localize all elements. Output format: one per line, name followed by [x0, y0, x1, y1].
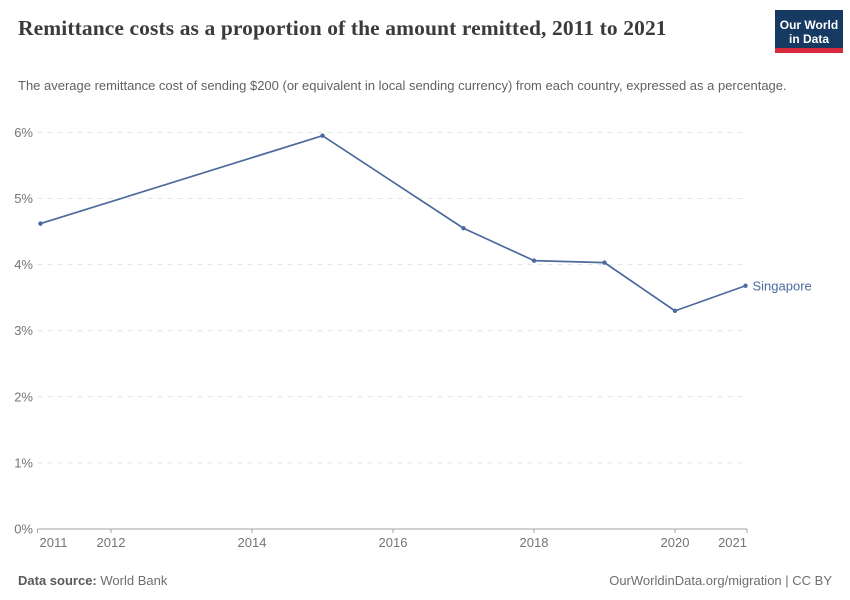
x-axis-tick-label: 2014: [238, 535, 267, 550]
x-axis-tick-label: 2021: [718, 535, 747, 550]
data-source-label: Data source:: [18, 573, 97, 588]
data-line-singapore: [39, 134, 747, 312]
y-axis-tick-label: 1%: [14, 455, 33, 470]
x-axis-tick-label: 2018: [520, 535, 549, 550]
data-point: [320, 133, 325, 138]
data-point: [461, 226, 466, 231]
data-point: [531, 258, 537, 263]
data-point: [743, 283, 748, 288]
credit-line: OurWorldinData.org/migration | CC BY: [609, 573, 832, 588]
y-axis-tick-label: 0%: [14, 522, 33, 537]
owid-logo-line2: in Data: [788, 31, 829, 46]
data-point: [602, 260, 607, 265]
y-axis-tick-label: 2%: [14, 389, 33, 404]
x-axis-tick-label: 2016: [379, 535, 408, 550]
y-axis-tick-label: 3%: [14, 323, 33, 338]
owid-logo-accent-bar: [775, 48, 843, 53]
chart-footer: Data source: World Bank OurWorldinData.o…: [0, 573, 850, 588]
owid-logo: Our World in Data: [775, 10, 843, 53]
x-axis-tick-label: 2012: [97, 535, 126, 550]
series-label: Singapore: [753, 278, 812, 293]
y-axis-tick-label: 6%: [14, 125, 33, 140]
line-chart: 0% 1% 2% 3% 4% 5% 6% 2011 2012 2014 2016 2018 2020 20…: [14, 125, 812, 550]
chart-subtitle: The average remittance cost of sending $…: [18, 78, 787, 93]
data-point: [672, 308, 678, 314]
x-axis-tick-label: 2020: [661, 535, 690, 550]
y-axis-tick-label: 4%: [14, 257, 33, 272]
x-axis-tick-label: 2011: [40, 535, 68, 550]
chart-title: Remittance costs as a proportion of the …: [18, 16, 667, 40]
data-source: Data source: World Bank: [18, 573, 167, 588]
owid-logo-line1: Our World: [779, 17, 839, 32]
y-axis-tick-label: 5%: [14, 191, 33, 206]
data-point: [38, 221, 43, 226]
data-source-value: World Bank: [100, 573, 168, 588]
